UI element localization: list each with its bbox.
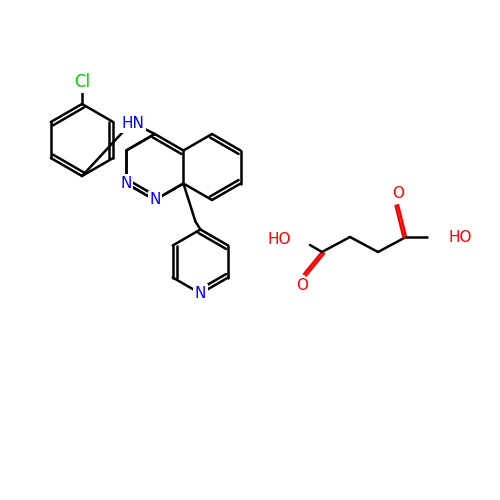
Text: HO: HO [449,230,472,244]
Text: N: N [149,192,160,208]
Text: HO: HO [268,232,291,248]
Text: O: O [296,278,308,293]
Text: HN: HN [122,116,144,132]
Text: O: O [392,186,404,200]
Text: N: N [194,286,206,301]
Text: N: N [120,176,132,191]
Text: Cl: Cl [74,73,90,91]
